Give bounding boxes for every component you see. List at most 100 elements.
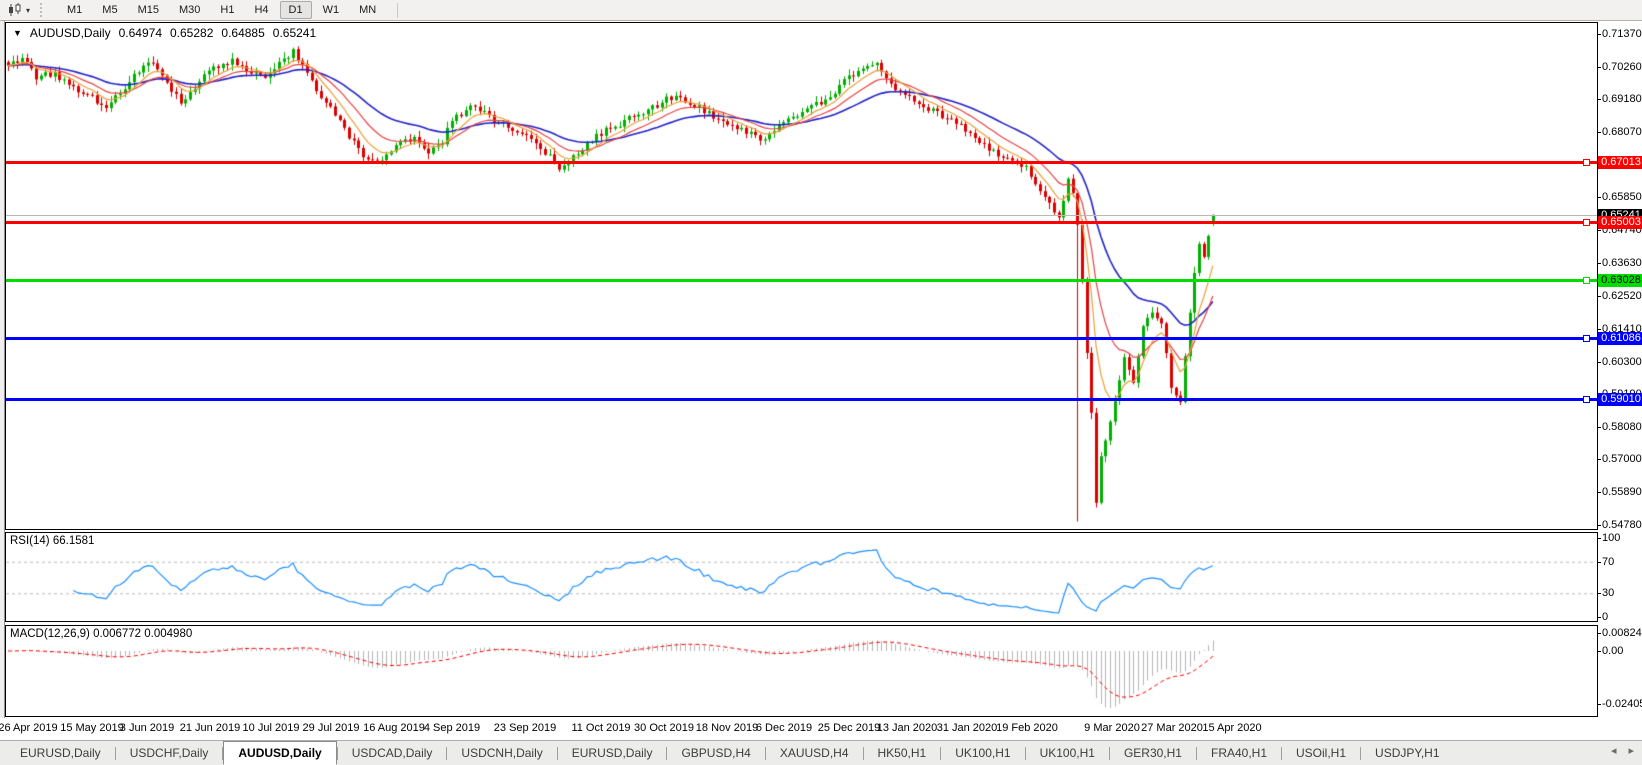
price-tick-label: 0.61410 — [1602, 322, 1642, 335]
chevron-down-icon: ▾ — [26, 5, 31, 15]
date-label: 15 Apr 2020 — [1202, 722, 1262, 734]
rsi-tick-mark — [1597, 593, 1601, 595]
rsi-indicator-name: RSI(14) — [10, 535, 50, 547]
tab-scroll-right-icon[interactable]: ▸ — [1628, 745, 1634, 757]
chart-tab-usdcnh-daily[interactable]: USDCNH,Daily — [461, 746, 543, 760]
date-label: 31 Jan 2020 — [936, 722, 998, 734]
hline-0.63028[interactable] — [6, 279, 1597, 283]
price-tick-mark — [1597, 427, 1601, 429]
rsi-tick-label: 100 — [1602, 532, 1621, 544]
chart-symbol-period: AUDUSD,Daily — [29, 26, 111, 40]
tab-separator — [336, 746, 338, 760]
chart-tab-gbpusd-h4[interactable]: GBPUSD,H4 — [681, 746, 751, 760]
chart-tab-eurusd-daily[interactable]: EURUSD,Daily — [571, 746, 653, 760]
tab-scroll-arrows: ◂ ▸ — [1611, 744, 1634, 757]
tab-separator — [446, 746, 448, 760]
date-label: 9 Mar 2020 — [1084, 722, 1140, 734]
chart-tab-bar: EURUSD,Daily USDCHF,Daily AUDUSD,Daily USDC… — [0, 740, 1642, 765]
price-tick-mark — [1597, 131, 1601, 133]
chart-tab-xauusd-h4[interactable]: XAUUSD,H4 — [779, 746, 849, 760]
chart-tab-uk100-h1[interactable]: UK100,H1 — [1039, 746, 1095, 760]
timeframe-button-w1[interactable]: W1 — [322, 4, 340, 16]
timeframe-button-m30[interactable]: M30 — [178, 4, 201, 16]
chart-tab-audusd-daily[interactable]: AUDUSD,Daily — [223, 741, 337, 765]
candlestick-chart-icon — [9, 3, 21, 16]
chart-title: ▼ AUDUSD,Daily 0.64974 0.65282 0.64885 0… — [13, 26, 316, 40]
price-tick-mark — [1597, 98, 1601, 100]
timeframe-button-h1[interactable]: H1 — [220, 4, 235, 16]
macd-tick-mark — [1597, 633, 1601, 634]
macd-tick-label: -0.024055 — [1602, 697, 1642, 710]
price-tick-label: 0.62520 — [1602, 289, 1642, 302]
hline-0.61086[interactable] — [6, 336, 1597, 340]
chart-tab-usdcad-daily[interactable]: USDCAD,Daily — [351, 746, 433, 760]
date-label: 27 Mar 2020 — [1141, 722, 1203, 734]
hline-handle[interactable] — [1583, 334, 1590, 342]
chart-tab-eurusd-daily[interactable]: EURUSD,Daily — [20, 746, 101, 760]
tab-scroll-left-icon[interactable]: ◂ — [1610, 745, 1617, 757]
price-tick-label: 0.63630 — [1602, 257, 1642, 270]
hline-0.67013[interactable] — [6, 161, 1597, 165]
tab-separator — [1360, 746, 1362, 760]
date-label: 13 Jan 2020 — [876, 722, 938, 734]
hline-price-label: 0.67013 — [1598, 156, 1642, 170]
tab-separator — [862, 746, 864, 760]
price-tick-label: 0.68070 — [1602, 125, 1642, 138]
hline-handle[interactable] — [1583, 396, 1590, 404]
date-label: 18 Nov 2019 — [695, 722, 759, 734]
chart-tab-ger30-h1[interactable]: GER30,H1 — [1123, 746, 1182, 760]
hline-handle[interactable] — [1583, 159, 1590, 167]
ohlc-high: 0.65282 — [170, 26, 214, 40]
rsi-tick-mark — [1597, 538, 1601, 539]
timeframe-button-m1[interactable]: M1 — [67, 4, 83, 16]
toolbar: ▾ M1 M5 M15 M30 H1 H4 D1 W1 MN — [0, 0, 1642, 21]
chart-tab-fra40-h1[interactable]: FRA40,H1 — [1210, 746, 1268, 760]
timeframe-button-d1[interactable]: D1 — [279, 1, 312, 19]
date-label: 4 Sep 2019 — [423, 722, 481, 734]
chart-tab-usdchf-daily[interactable]: USDCHF,Daily — [129, 746, 209, 760]
price-tick-mark — [1597, 361, 1601, 363]
toolbar-separator — [397, 2, 399, 18]
date-label: 16 Aug 2019 — [363, 722, 425, 734]
hline-handle[interactable] — [1583, 277, 1590, 285]
collapse-icon[interactable]: ▼ — [13, 28, 22, 38]
chart-tab-uk100-h1[interactable]: UK100,H1 — [955, 746, 1011, 760]
rsi-value: 66.1581 — [52, 535, 95, 547]
price-tick-mark — [1597, 295, 1601, 297]
timeframe-button-m15[interactable]: M15 — [137, 4, 159, 16]
hline-price-label: 0.59010 — [1598, 393, 1642, 407]
ohlc-open: 0.64974 — [118, 26, 162, 40]
macd-tick-mark — [1597, 703, 1601, 705]
tab-separator — [940, 746, 942, 760]
chart-tab-hk50-h1[interactable]: HK50,H1 — [877, 746, 927, 760]
hline-price-label: 0.65003 — [1598, 215, 1642, 229]
timeframe-button-h4[interactable]: H4 — [254, 4, 269, 16]
price-tick-mark — [1597, 34, 1601, 35]
tab-separator — [666, 746, 668, 760]
hline-price-label: 0.61086 — [1598, 331, 1642, 345]
price-tick-label: 0.58080 — [1602, 421, 1642, 434]
tab-separator — [222, 746, 224, 760]
date-axis: 26 Apr 2019 15 May 2019 3 Jun 2019 21 Jun 2… — [0, 718, 1642, 740]
price-tick-label: 0.57000 — [1602, 453, 1642, 466]
date-label: 3 Jun 2019 — [119, 722, 175, 734]
rsi-title: RSI(14) 66.1581 — [10, 535, 94, 547]
date-label: 29 Jul 2019 — [302, 722, 360, 734]
price-tick-label: 0.60300 — [1602, 355, 1642, 368]
ohlc-close: 0.65241 — [272, 26, 317, 40]
hline-0.65003[interactable] — [6, 220, 1597, 224]
date-label: 11 Oct 2019 — [571, 722, 631, 734]
chart-type-button[interactable]: ▾ — [4, 2, 33, 18]
macd-tick-label: 0.00824 — [1602, 627, 1642, 639]
chart-tab-usoil-h1[interactable]: USOil,H1 — [1296, 746, 1347, 760]
macd-indicator-name: MACD(12,26,9) — [10, 628, 90, 640]
chart-tab-usdjpy-h1[interactable]: USDJPY,H1 — [1375, 746, 1440, 760]
timeframe-button-mn[interactable]: MN — [359, 4, 377, 16]
timeframe-button-m5[interactable]: M5 — [102, 4, 118, 16]
hline-handle[interactable] — [1583, 218, 1590, 226]
price-tick-label: 0.71370 — [1602, 28, 1642, 40]
date-label: 23 Sep 2019 — [493, 722, 557, 734]
hline-0.59010[interactable] — [6, 398, 1597, 402]
